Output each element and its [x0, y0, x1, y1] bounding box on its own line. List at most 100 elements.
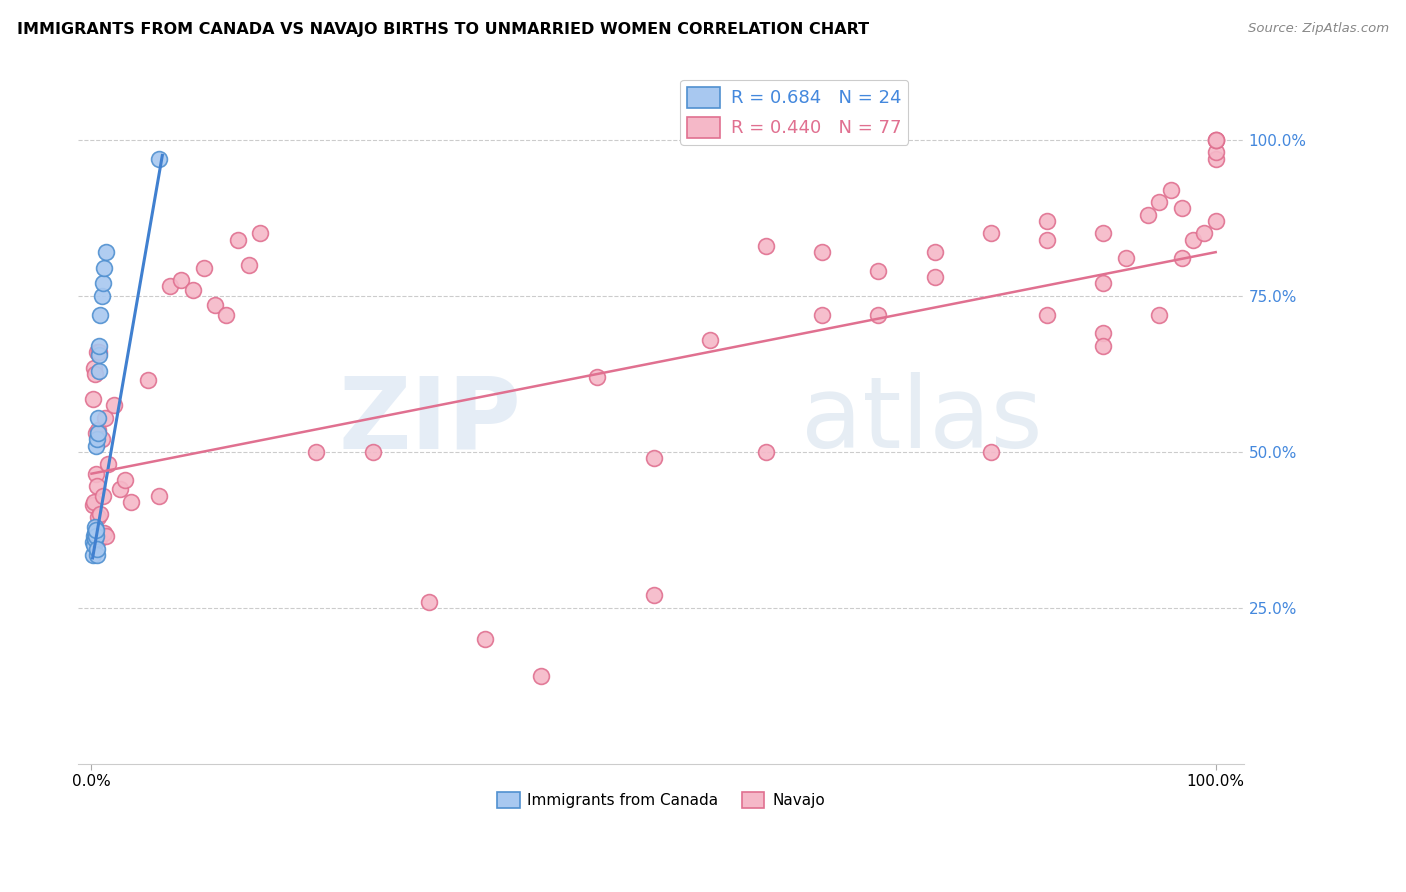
Point	[249, 227, 271, 241]
Point	[811, 245, 834, 260]
Point	[1205, 145, 1227, 160]
Point	[1092, 227, 1115, 241]
Point	[82, 392, 104, 406]
Point	[1036, 214, 1059, 228]
Point	[84, 467, 107, 481]
Point	[159, 279, 181, 293]
Point	[136, 373, 159, 387]
Point	[361, 445, 384, 459]
Point	[84, 426, 107, 441]
Point	[170, 273, 193, 287]
Point	[84, 439, 107, 453]
Point	[89, 308, 111, 322]
Point	[1115, 252, 1137, 266]
Point	[90, 433, 112, 447]
Point	[86, 433, 108, 447]
Point	[83, 529, 105, 543]
Point	[1092, 326, 1115, 341]
Point	[226, 233, 249, 247]
Point	[97, 458, 120, 472]
Point	[238, 258, 260, 272]
Point	[94, 410, 117, 425]
Point	[83, 525, 105, 540]
Point	[1205, 214, 1227, 228]
Point	[215, 308, 238, 322]
Point	[811, 308, 834, 322]
Point	[103, 398, 125, 412]
Point	[586, 370, 609, 384]
Point	[474, 632, 496, 646]
Point	[84, 529, 107, 543]
Point	[1137, 208, 1160, 222]
Point	[83, 367, 105, 381]
Point	[868, 264, 890, 278]
Point	[755, 239, 778, 253]
Point	[530, 669, 553, 683]
Point	[114, 473, 136, 487]
Point	[89, 339, 111, 353]
Point	[418, 594, 440, 608]
Point	[89, 345, 111, 359]
Point	[643, 588, 665, 602]
Point	[1205, 133, 1227, 147]
Point	[148, 152, 170, 166]
Point	[82, 548, 104, 562]
Point	[86, 345, 108, 359]
Point	[1194, 227, 1216, 241]
Text: IMMIGRANTS FROM CANADA VS NAVAJO BIRTHS TO UNMARRIED WOMEN CORRELATION CHART: IMMIGRANTS FROM CANADA VS NAVAJO BIRTHS …	[17, 22, 869, 37]
Point	[1182, 233, 1205, 247]
Point	[86, 541, 108, 556]
Point	[89, 507, 111, 521]
Point	[868, 308, 890, 322]
Point	[1092, 339, 1115, 353]
Point	[1092, 277, 1115, 291]
Point	[87, 426, 110, 441]
Point	[82, 535, 104, 549]
Point	[1149, 195, 1171, 210]
Point	[93, 260, 115, 275]
Text: atlas: atlas	[801, 372, 1042, 469]
Text: ZIP: ZIP	[337, 372, 522, 469]
Point	[82, 498, 104, 512]
Point	[94, 245, 117, 260]
Point	[87, 423, 110, 437]
Point	[89, 364, 111, 378]
Point	[980, 445, 1002, 459]
Point	[1205, 133, 1227, 147]
Point	[120, 494, 142, 508]
Point	[83, 494, 105, 508]
Point	[108, 483, 131, 497]
Point	[87, 410, 110, 425]
Point	[91, 277, 114, 291]
Point	[89, 348, 111, 362]
Point	[1160, 183, 1182, 197]
Point	[1205, 133, 1227, 147]
Point	[90, 289, 112, 303]
Point	[1149, 308, 1171, 322]
Point	[89, 532, 111, 546]
Point	[83, 360, 105, 375]
Point	[86, 548, 108, 562]
Point	[1036, 308, 1059, 322]
Point	[93, 525, 115, 540]
Point	[94, 529, 117, 543]
Point	[193, 260, 215, 275]
Point	[924, 270, 946, 285]
Point	[924, 245, 946, 260]
Point	[1171, 252, 1194, 266]
Point	[148, 489, 170, 503]
Point	[181, 283, 204, 297]
Point	[83, 538, 105, 552]
Point	[643, 451, 665, 466]
Point	[91, 489, 114, 503]
Point	[83, 532, 105, 546]
Point	[83, 532, 105, 546]
Point	[699, 333, 721, 347]
Point	[980, 227, 1002, 241]
Point	[1036, 233, 1059, 247]
Point	[305, 445, 328, 459]
Point	[755, 445, 778, 459]
Point	[86, 479, 108, 493]
Text: Source: ZipAtlas.com: Source: ZipAtlas.com	[1249, 22, 1389, 36]
Point	[87, 510, 110, 524]
